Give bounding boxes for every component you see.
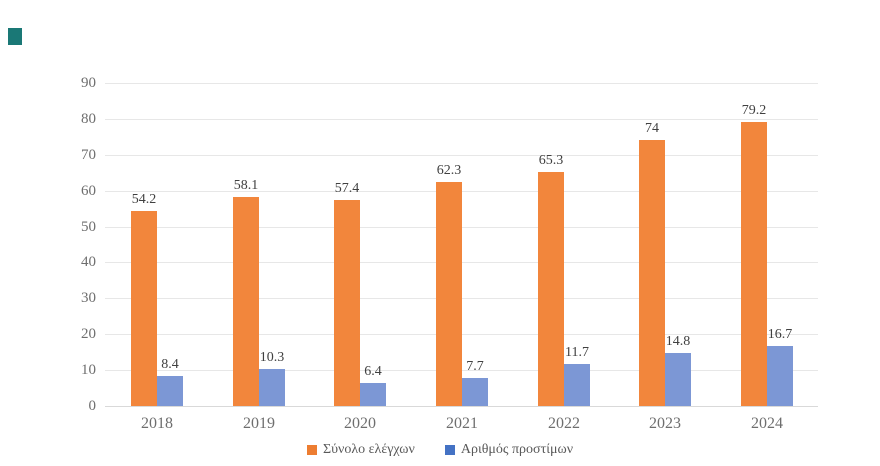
y-axis-label: 0 [88,398,97,414]
bar-value-label: 8.4 [161,357,179,372]
y-axis-label: 40 [81,254,96,270]
x-axis-label: 2022 [548,415,580,432]
bar-total-checks [741,122,767,406]
y-axis-label: 80 [81,111,96,127]
y-axis-label: 50 [81,219,96,235]
bar-value-label: 6.4 [364,364,382,379]
bar-value-label: 79.2 [741,103,767,118]
legend-marker-fines [444,445,455,455]
bar-fines [259,369,285,406]
bar-value-label: 57.4 [334,181,360,196]
x-axis-label: 2019 [243,415,275,432]
y-axis-label: 60 [81,183,96,199]
x-axis-line [105,406,818,407]
legend-item-fines: Αριθμός προστίμων [444,442,574,458]
legend-item-total-checks: Σύνολο ελέγχων [306,442,415,458]
bar-total-checks [639,140,665,406]
y-axis-label: 90 [81,75,96,91]
x-axis-label: 2021 [446,415,478,432]
bar-value-label: 54.2 [131,192,157,207]
bar-total-checks [436,182,462,406]
bar-total-checks [538,172,564,406]
bar-fines [462,378,488,406]
bar-value-label: 16.7 [767,327,793,342]
y-axis-label: 20 [81,326,96,342]
bar-value-label: 10.3 [259,350,285,365]
bar-value-label: 74 [645,121,659,136]
bar-fines [157,376,183,406]
x-axis-label: 2018 [141,415,173,432]
bar-value-label: 62.3 [436,163,462,178]
x-axis-label: 2023 [649,415,681,432]
y-axis-label: 70 [81,147,96,163]
legend-label-total-checks: Σύνολο ελέγχων [322,442,415,457]
x-axis-label: 2020 [344,415,376,432]
bar-total-checks [233,197,259,406]
bar-fines [360,383,386,406]
gridline [105,83,818,84]
bar-value-label: 65.3 [538,153,564,168]
bar-fines [665,353,691,406]
bar-fines [564,364,590,406]
gridline [105,119,818,120]
legend-marker-total-checks [306,445,317,455]
bar-total-checks [131,211,157,406]
legend-label-fines: Αριθμός προστίμων [460,442,574,457]
bar-value-label: 7.7 [466,359,484,374]
brand-square [8,28,22,45]
chart-legend: Σύνολο ελέγχων Αριθμός προστίμων [0,442,880,458]
y-axis-label: 30 [81,290,96,306]
y-axis-label: 10 [81,362,96,378]
bar-value-label: 58.1 [233,178,259,193]
bar-fines [767,346,793,406]
bar-value-label: 11.7 [565,345,589,360]
x-axis-label: 2024 [751,415,783,432]
gridline [105,155,818,156]
bar-value-label: 14.8 [665,334,691,349]
bar-total-checks [334,200,360,406]
